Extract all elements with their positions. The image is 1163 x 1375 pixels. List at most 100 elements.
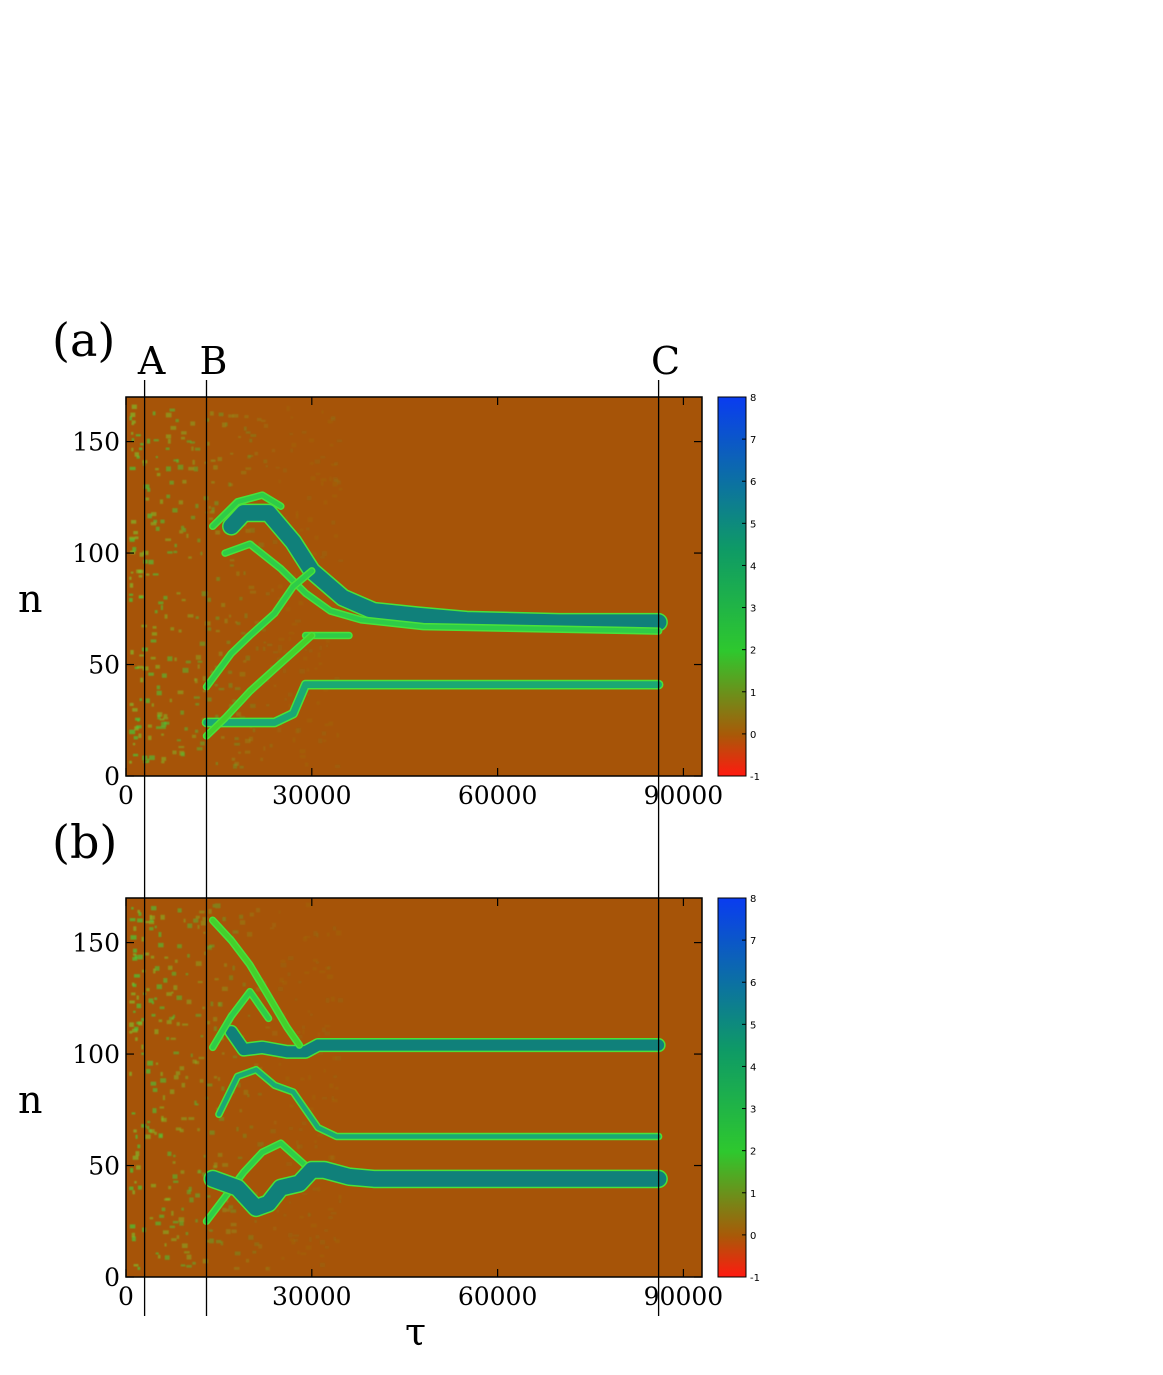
noise-speck: [275, 466, 280, 469]
noise-speck: [194, 1060, 200, 1065]
noise-speck: [135, 1037, 138, 1041]
noise-speck: [155, 526, 160, 531]
noise-speck: [138, 569, 144, 574]
noise-speck: [248, 1235, 254, 1240]
noise-speck: [150, 1081, 157, 1086]
noise-speck: [283, 1213, 287, 1217]
noise-speck: [143, 559, 148, 564]
noise-speck: [299, 749, 306, 754]
noise-speck: [209, 510, 215, 514]
noise-speck: [228, 482, 231, 487]
noise-speck: [129, 583, 134, 588]
noise-speck: [232, 414, 239, 418]
noise-speck: [306, 527, 310, 531]
noise-speck: [280, 959, 286, 963]
noise-speck: [216, 1239, 222, 1244]
noise-speck: [312, 967, 317, 971]
noise-speck: [286, 1162, 293, 1166]
noise-speck: [200, 1035, 204, 1038]
noise-speck: [173, 550, 178, 554]
noise-speck: [307, 1107, 314, 1111]
noise-speck: [176, 995, 182, 1000]
noise-speck: [151, 632, 158, 636]
noise-speck: [320, 456, 326, 459]
noise-speck: [135, 434, 141, 437]
panel-b-colorbar-ticks: -1 0 1 2 3 4 5 6 7 8: [742, 894, 760, 1284]
noise-speck: [135, 1134, 138, 1139]
panel-b-colorbar: [717, 897, 747, 1278]
noise-speck: [152, 626, 157, 629]
noise-speck: [145, 698, 150, 704]
noise-speck: [315, 961, 319, 964]
noise-speck: [147, 488, 151, 492]
noise-speck: [273, 651, 278, 654]
noise-speck: [213, 1017, 218, 1022]
noise-speck: [333, 1236, 336, 1241]
noise-speck: [247, 1094, 250, 1098]
panel-b-y-ticks: 0 50 100 150: [72, 929, 702, 1292]
noise-speck: [146, 573, 150, 576]
noise-speck: [320, 556, 325, 559]
noise-speck: [162, 1095, 166, 1101]
noise-speck: [158, 601, 164, 605]
noise-speck: [169, 1016, 172, 1021]
noise-speck: [188, 1186, 192, 1192]
noise-speck: [160, 519, 165, 524]
noise-speck: [129, 538, 135, 542]
noise-speck: [165, 1197, 171, 1201]
noise-speck: [229, 614, 232, 618]
noise-speck: [288, 1126, 293, 1130]
noise-speck: [158, 942, 164, 948]
panel-b-plot-area: [125, 897, 703, 1278]
noise-speck: [222, 917, 226, 922]
panel-a-y-axis-title: n: [18, 577, 42, 621]
noise-speck: [310, 1223, 317, 1228]
noise-speck: [206, 1239, 209, 1243]
noise-speck: [215, 762, 218, 766]
noise-speck: [215, 714, 219, 720]
y-tick-label: 50: [88, 1152, 120, 1181]
noise-speck: [297, 1035, 303, 1039]
noise-speck: [156, 690, 162, 696]
noise-speck: [195, 961, 202, 966]
noise-speck: [133, 753, 139, 757]
noise-speck: [150, 1183, 156, 1188]
noise-speck: [206, 1020, 210, 1025]
noise-speck: [234, 742, 240, 746]
noise-speck: [271, 588, 274, 592]
noise-speck: [334, 677, 340, 680]
noise-speck: [324, 1031, 330, 1036]
noise-speck: [249, 912, 254, 917]
noise-speck: [225, 1229, 231, 1234]
noise-speck: [331, 463, 337, 466]
noise-speck: [225, 422, 228, 427]
noise-speck: [288, 637, 291, 641]
noise-speck: [175, 419, 179, 423]
noise-speck: [247, 931, 253, 937]
noise-speck: [178, 1217, 185, 1222]
noise-speck: [242, 1133, 247, 1138]
noise-speck: [150, 522, 157, 526]
noise-speck: [335, 764, 341, 768]
noise-speck: [158, 1019, 163, 1023]
noise-speck: [254, 1063, 259, 1069]
noise-speck: [147, 1120, 151, 1124]
noise-speck: [293, 1238, 298, 1242]
noise-speck: [140, 677, 144, 683]
noise-speck: [330, 417, 335, 420]
noise-speck: [172, 508, 178, 513]
noise-speck: [137, 1144, 141, 1149]
noise-speck: [298, 980, 302, 984]
noise-speck: [136, 1165, 141, 1170]
noise-speck: [277, 1056, 281, 1059]
noise-speck: [131, 404, 137, 409]
noise-speck: [191, 446, 194, 451]
noise-speck: [323, 1069, 326, 1073]
noise-speck: [214, 501, 219, 506]
noise-speck: [213, 1162, 218, 1168]
noise-speck: [215, 616, 220, 620]
noise-speck: [221, 603, 226, 607]
noise-speck: [247, 1014, 251, 1017]
noise-speck: [174, 543, 177, 548]
noise-speck: [132, 1190, 135, 1195]
